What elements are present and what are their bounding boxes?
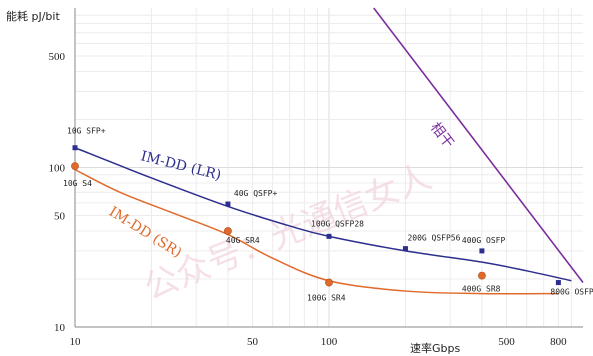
x-tick-label: 50	[247, 336, 259, 348]
data-label: 100G QSFP28	[311, 219, 364, 228]
series-2-marker	[325, 278, 333, 287]
series-3-curve	[373, 7, 584, 284]
data-label: 200G QSFP56	[407, 234, 460, 243]
curve-annotation-3: 相干	[427, 120, 457, 152]
series-1-marker	[72, 145, 78, 151]
series-1-marker	[326, 233, 332, 239]
series-2-marker	[478, 271, 486, 280]
series-1-marker	[479, 248, 485, 254]
data-label: 400G SR8	[462, 285, 501, 294]
x-tick-label: 500	[498, 336, 515, 348]
data-label: 100G SR4	[307, 294, 346, 303]
tick-labels: 10 50 100 500 800 10 50 100 500	[49, 51, 568, 348]
series-markers	[71, 145, 561, 287]
series-2-curve	[74, 168, 559, 295]
x-tick-label: 800	[550, 336, 567, 348]
y-tick-label: 10	[54, 322, 66, 334]
data-label: 400G OSFP	[462, 236, 506, 245]
series-1-curve	[74, 147, 572, 282]
x-tick-label: 10	[70, 336, 82, 348]
y-tick-label: 100	[49, 163, 66, 175]
series-1-marker	[225, 201, 231, 207]
data-label: 10G S4	[63, 179, 92, 188]
data-label: 10G SFP+	[67, 127, 106, 136]
y-axis-title: 能耗 pJ/bit	[6, 9, 60, 23]
y-tick-label: 500	[49, 51, 66, 63]
data-label: 40G QSFP+	[234, 189, 278, 198]
y-tick-label: 50	[54, 211, 66, 223]
x-axis-title: 速率Gbps	[410, 341, 460, 355]
data-label: 40G SR4	[226, 236, 260, 245]
series-1-marker	[402, 246, 408, 252]
watermark: 公众号：光通信女人	[138, 157, 437, 309]
data-label: 800G OSFP	[550, 288, 593, 297]
series-2-marker	[71, 162, 79, 171]
series-2-marker	[224, 227, 232, 235]
series-1-marker	[555, 280, 561, 286]
series-curves	[74, 7, 584, 295]
grid	[74, 8, 583, 328]
x-tick-label: 100	[321, 336, 338, 348]
